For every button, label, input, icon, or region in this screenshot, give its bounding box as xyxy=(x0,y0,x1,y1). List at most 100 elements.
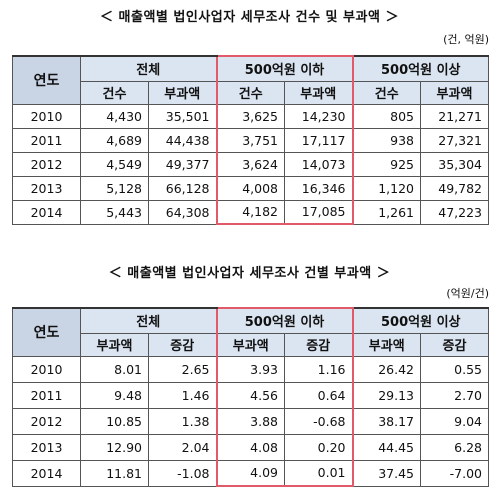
value-cell: 64,308 xyxy=(148,199,217,225)
unit-label: (건, 억원) xyxy=(443,33,489,46)
value-cell: 1.38 xyxy=(148,407,217,435)
value-cell: 17,117 xyxy=(284,127,354,153)
value-cell: 9.48 xyxy=(80,381,149,409)
value-cell: 4,430 xyxy=(80,103,149,129)
subheader: 부과액 xyxy=(215,332,285,357)
value-cell: 3,624 xyxy=(215,151,285,177)
value-cell: 49,782 xyxy=(420,175,489,201)
subheader: 건수 xyxy=(80,80,149,105)
value-cell: 14,230 xyxy=(284,103,354,129)
unit-label: (억원/건) xyxy=(446,287,489,300)
year-cell: 2014 xyxy=(12,459,81,487)
data-row: 2011 9.48 1.46 4.56 0.64 29.13 2.70 xyxy=(12,381,489,409)
value-cell: 0.64 xyxy=(284,381,354,409)
year-cell: 2010 xyxy=(12,103,81,129)
value-cell: -1.08 xyxy=(148,459,217,487)
value-cell: 0.01 xyxy=(284,459,354,487)
value-cell: 6.28 xyxy=(420,433,489,461)
subheader: 부과액 xyxy=(284,80,354,105)
table-title: ＜ 매출액별 법인사업자 세무조사 건별 부과액 ＞ xyxy=(108,266,391,281)
value-cell: 3.88 xyxy=(215,407,285,435)
value-cell: 49,377 xyxy=(148,151,217,177)
value-cell: 3,625 xyxy=(215,103,285,129)
value-cell: -7.00 xyxy=(420,459,489,487)
group-header: 500억원 이하 xyxy=(215,55,354,82)
value-cell: 0.55 xyxy=(420,355,489,383)
value-cell: 26.42 xyxy=(352,355,421,383)
value-cell: 1.46 xyxy=(148,381,217,409)
value-cell: 47,223 xyxy=(420,199,489,225)
value-cell: 4.56 xyxy=(215,381,285,409)
value-cell: 4.08 xyxy=(215,433,285,461)
value-cell: 1,261 xyxy=(352,199,421,225)
value-cell: 2.65 xyxy=(148,355,217,383)
value-cell: 38.17 xyxy=(352,407,421,435)
subheader: 건수 xyxy=(352,80,421,105)
data-row: 2012 10.85 1.38 3.88 -0.68 38.17 9.04 xyxy=(12,407,489,435)
data-row: 2013 5,128 66,128 4,008 16,346 1,120 49,782 xyxy=(12,175,489,201)
value-cell: 5,128 xyxy=(80,175,149,201)
value-cell: 1.16 xyxy=(284,355,354,383)
value-cell: 37.45 xyxy=(352,459,421,487)
value-cell: 29.13 xyxy=(352,381,421,409)
data-row: 2010 4,430 35,501 3,625 14,230 805 21,271 xyxy=(12,103,489,129)
value-cell: 4,549 xyxy=(80,151,149,177)
value-cell: 16,346 xyxy=(284,175,354,201)
year-cell: 2013 xyxy=(12,175,81,201)
group-header: 전체 xyxy=(80,307,217,334)
group-header: 전체 xyxy=(80,55,217,82)
value-cell: 10.85 xyxy=(80,407,149,435)
subheader-row: 건수 부과액 건수 부과액 건수 부과액 xyxy=(13,80,489,105)
value-cell: 5,443 xyxy=(80,199,149,225)
data-table: 연도 전체 500억원 이하 500억원 이상 건수 부과액 건수 부과액 건수 부과액 2010 4… xyxy=(12,55,489,225)
value-cell: 938 xyxy=(352,127,421,153)
data-table: 연도 전체 500억원 이하 500억원 이상 부과액 증감 부과액 증감 부과액 증감 2010 8… xyxy=(12,307,489,487)
value-cell: -0.68 xyxy=(284,407,354,435)
value-cell: 3,751 xyxy=(215,127,285,153)
value-cell: 12.90 xyxy=(80,433,149,461)
year-cell: 2013 xyxy=(12,433,81,461)
year-header: 연도 xyxy=(12,55,81,105)
group-header: 500억원 이상 xyxy=(352,307,489,334)
value-cell: 17,085 xyxy=(284,199,354,225)
year-header: 연도 xyxy=(12,307,81,357)
value-cell: 35,304 xyxy=(420,151,489,177)
subheader: 부과액 xyxy=(352,332,421,357)
value-cell: 66,128 xyxy=(148,175,217,201)
subheader: 부과액 xyxy=(80,332,149,357)
subheader: 증감 xyxy=(284,332,354,357)
value-cell: 2.04 xyxy=(148,433,217,461)
group-header: 500억원 이상 xyxy=(352,55,489,82)
value-cell: 27,321 xyxy=(420,127,489,153)
value-cell: 4,689 xyxy=(80,127,149,153)
value-cell: 35,501 xyxy=(148,103,217,129)
data-row: 2014 11.81 -1.08 4.09 0.01 37.45 -7.00 xyxy=(12,459,489,487)
value-cell: 21,271 xyxy=(420,103,489,129)
subheader: 건수 xyxy=(215,80,285,105)
data-row: 2013 12.90 2.04 4.08 0.20 44.45 6.28 xyxy=(12,433,489,461)
value-cell: 4.09 xyxy=(215,459,285,487)
value-cell: 2.70 xyxy=(420,381,489,409)
value-cell: 9.04 xyxy=(420,407,489,435)
value-cell: 0.20 xyxy=(284,433,354,461)
header-row: 연도 전체 500억원 이하 500억원 이상 xyxy=(12,307,489,357)
subheader-row: 부과액 증감 부과액 증감 부과액 증감 xyxy=(13,332,489,357)
value-cell: 11.81 xyxy=(80,459,149,487)
data-row: 2011 4,689 44,438 3,751 17,117 938 27,321 xyxy=(12,127,489,153)
value-cell: 4,182 xyxy=(215,199,285,225)
year-cell: 2014 xyxy=(12,199,81,225)
value-cell: 44.45 xyxy=(352,433,421,461)
header-row: 연도 전체 500억원 이하 500억원 이상 xyxy=(12,55,489,105)
subheader: 증감 xyxy=(148,332,217,357)
year-cell: 2012 xyxy=(12,151,81,177)
year-cell: 2011 xyxy=(12,381,81,409)
value-cell: 8.01 xyxy=(80,355,149,383)
subheader: 부과액 xyxy=(148,80,217,105)
table-title: ＜ 매출액별 법인사업자 세무조사 건수 및 부과액 ＞ xyxy=(100,10,399,25)
value-cell: 805 xyxy=(352,103,421,129)
value-cell: 4,008 xyxy=(215,175,285,201)
year-cell: 2010 xyxy=(12,355,81,383)
value-cell: 44,438 xyxy=(148,127,217,153)
subheader: 증감 xyxy=(420,332,489,357)
